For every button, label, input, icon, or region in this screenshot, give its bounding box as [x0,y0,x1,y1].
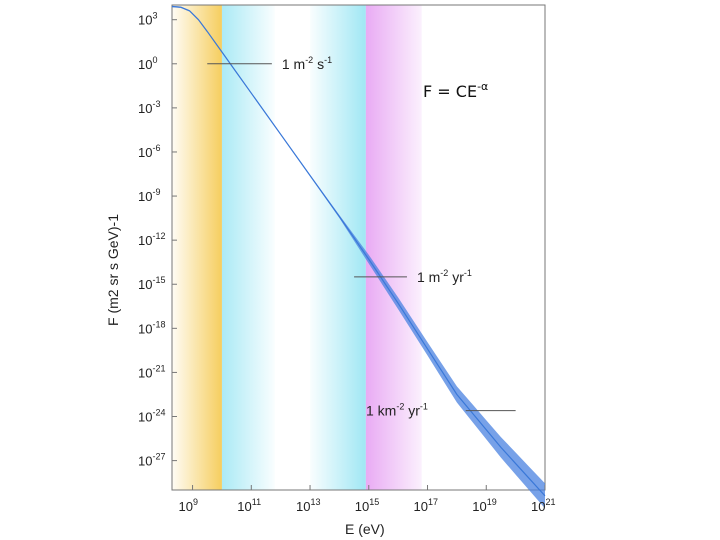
energy-bands [172,5,422,490]
y-axis-ticks: 103 100 10-3 10-6 10-9 10-12 10-15 10-18 10-21 10… [138,11,177,469]
y-tick-label: 10-18 [138,319,165,336]
y-tick-label: 103 [138,11,157,28]
flux-1-per-m2-yr-label: 1 m-2 yr-1 [417,268,472,285]
formula-text: F = CE [423,82,477,101]
formula-exponent: -α [477,80,488,93]
x-tick-label: 109 [179,497,198,514]
band-violet [365,5,422,490]
plot-border [171,4,546,491]
y-tick-label: 100 [138,55,157,72]
x-tick-label: 1011 [237,497,261,514]
x-tick-label: 1021 [531,497,555,514]
x-axis-ticks: 109 1011 1013 1015 1017 1019 1021 [179,485,555,514]
y-axis-label-text: F (m2 sr s GeV)-1 [105,214,121,326]
x-tick-label: 1017 [414,497,438,514]
flux-1-per-m2-s-label: 1 m-2 s-1 [282,55,332,72]
y-tick-label: 10-27 [138,452,165,469]
annotations: 1 m-2 s-1 1 m-2 yr-1 1 km-2 yr-1 [207,55,516,419]
x-tick-label: 1013 [296,497,320,514]
y-tick-label: 10-21 [138,363,165,380]
band-orange [172,5,222,490]
y-tick-label: 10-9 [138,187,160,204]
y-tick-label: 10-12 [138,231,165,248]
flux-line [171,5,546,497]
x-tick-label: 1015 [355,497,379,514]
band-cyan-1 [221,5,275,490]
y-tick-label: 10-6 [138,143,160,160]
flux-uncertainty-band [172,5,545,509]
flux-1-per-km2-yr-label: 1 km-2 yr-1 [366,402,428,419]
power-law-formula: F = CE-α [423,80,488,101]
y-axis-label: F (m2 sr s GeV)-1 [105,214,121,326]
band-cyan-2 [310,5,366,490]
y-tick-label: 10-15 [138,275,165,292]
plot-frame [171,4,546,491]
flux-series [171,5,546,509]
x-tick-label: 1019 [472,497,496,514]
y-tick-label: 10-3 [138,99,160,116]
x-axis-label: E (eV) [345,521,385,537]
y-tick-label: 10-24 [138,408,165,425]
